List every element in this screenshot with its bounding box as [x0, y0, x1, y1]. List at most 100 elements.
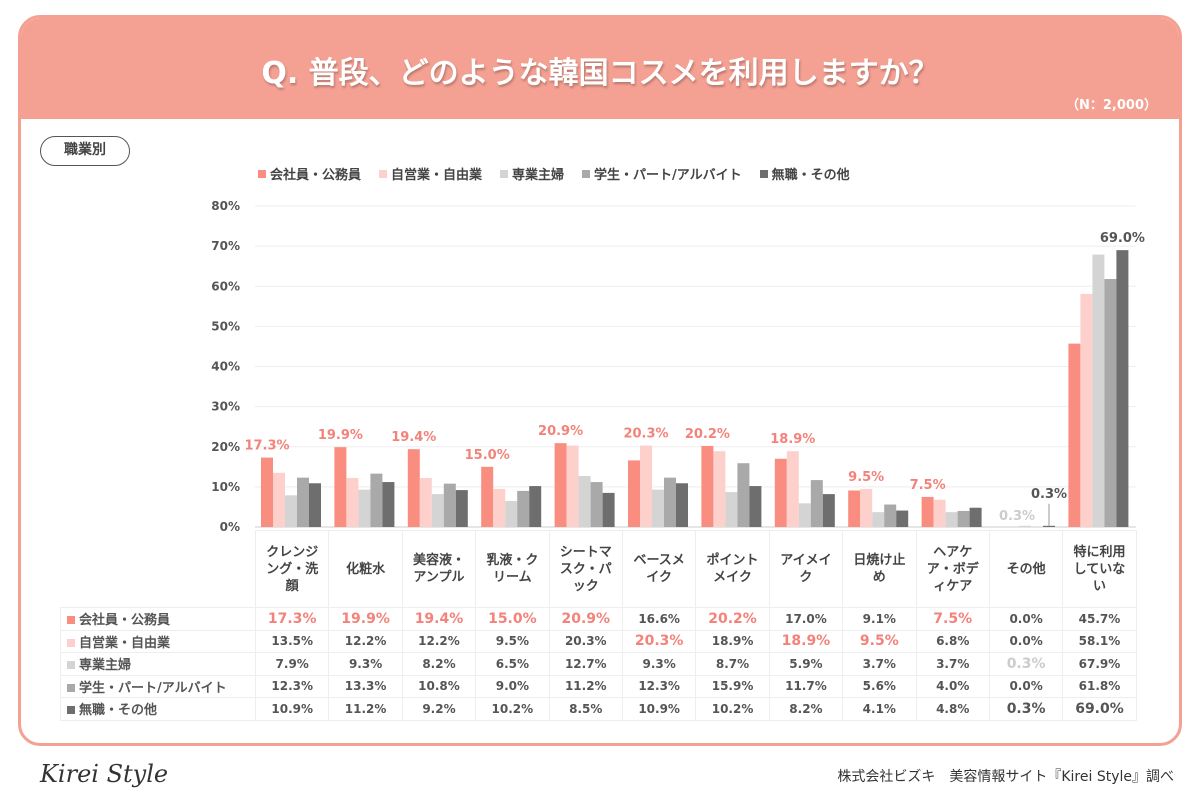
- table-cell: 0.0%: [988, 674, 1064, 698]
- y-tick-label: 30%: [211, 400, 240, 414]
- data-label: 20.2%: [685, 427, 730, 442]
- legend-swatch: [759, 170, 768, 178]
- table-row: 専業主婦 7.9% 9.3% 8.2% 6.5% 12.7% 9.3% 8.7% 5.9% 3.7…: [60, 652, 1137, 676]
- category-text: アイメイク: [780, 553, 832, 585]
- category-label: ベースメイク: [621, 530, 697, 608]
- bar: [370, 473, 383, 527]
- table-cell: 13.3%: [328, 674, 403, 698]
- table-cell: 6.5%: [475, 652, 550, 676]
- y-tick-label: 0%: [220, 520, 240, 534]
- table-cell: 8.5%: [548, 697, 623, 721]
- data-label: 0.3%: [999, 509, 1035, 524]
- table-cell: 20.2%: [695, 607, 770, 631]
- table-cell: 3.7%: [842, 652, 917, 676]
- table-cell: 9.1%: [842, 607, 917, 631]
- y-tick-label: 10%: [211, 480, 240, 494]
- table-cell: 20.3%: [548, 629, 623, 653]
- category-label: 乳液・クリーム: [475, 530, 550, 608]
- bar: [921, 496, 934, 527]
- legend-item: 会社員・公務員: [258, 164, 361, 183]
- legend-swatch: [67, 661, 75, 670]
- y-tick-label: 70%: [211, 239, 240, 253]
- legend-item: 専業主婦: [500, 164, 564, 183]
- table-cell: 17.0%: [768, 607, 844, 631]
- bar: [358, 489, 371, 527]
- bar: [273, 472, 285, 527]
- bar: [701, 445, 714, 527]
- series-label: 無職・その他: [60, 697, 256, 721]
- category-text: ポイントメイク: [706, 553, 759, 585]
- data-label: 17.3%: [244, 439, 289, 454]
- category-row: クレンジング・洗顔 化粧水 美容液・アンプル 乳液・クリーム シートマスク・パック ベース…: [61, 530, 1137, 608]
- bar: [774, 458, 787, 527]
- bar: [676, 483, 688, 527]
- table-cell: 13.5%: [254, 629, 330, 653]
- bar: [969, 507, 982, 527]
- legend-item: 無職・その他: [759, 164, 850, 183]
- category-label: その他: [988, 530, 1064, 608]
- bar: [737, 463, 750, 527]
- table-cell: 8.2%: [768, 697, 844, 721]
- bar: [896, 510, 909, 527]
- category-label: 日焼け止め: [842, 530, 917, 608]
- table-cell: 10.2%: [695, 697, 770, 721]
- bar: [640, 445, 652, 527]
- table-cell: 0.0%: [988, 629, 1064, 653]
- data-label: 0.3%: [1031, 487, 1067, 502]
- table-cell: 10.2%: [475, 697, 550, 721]
- table-cell: 9.2%: [401, 697, 477, 721]
- bar: [725, 492, 738, 527]
- series-label: 学生・パート/アルバイト: [60, 674, 256, 698]
- bar: [481, 466, 494, 527]
- category-text: 美容液・アンプル: [412, 553, 465, 585]
- category-label: 特に利用していない: [1062, 530, 1137, 608]
- bar: [407, 449, 420, 527]
- bar: [1043, 525, 1055, 527]
- y-tick-label: 60%: [211, 279, 240, 293]
- legend-swatch: [500, 170, 509, 178]
- table-cell: 58.1%: [1062, 629, 1137, 653]
- bar: [554, 443, 567, 527]
- table-cell: 12.3%: [621, 674, 697, 698]
- table-cell: 4.1%: [842, 697, 917, 721]
- bar: [431, 494, 444, 527]
- table-cell: 0.0%: [988, 607, 1064, 631]
- table-cell: 8.7%: [695, 652, 770, 676]
- category-label: 化粧水: [328, 530, 403, 608]
- series-label: 自営業・自由業: [60, 629, 256, 653]
- bar: [1092, 254, 1105, 527]
- table-cell: 10.8%: [401, 674, 477, 698]
- table-cell: 8.2%: [401, 652, 477, 676]
- legend: 会社員・公務員 自営業・自由業 専業主婦 学生・パート/アルバイト 無職・その他: [258, 164, 850, 183]
- bar: [652, 489, 664, 527]
- category-text: クレンジング・洗顔: [266, 544, 319, 594]
- bar: [529, 486, 542, 527]
- category-text: 特に利用していない: [1073, 544, 1126, 594]
- bar: [786, 451, 799, 527]
- table-cell: 61.8%: [1062, 674, 1137, 698]
- table-cell: 9.3%: [621, 652, 697, 676]
- category-text: 化粧水: [346, 561, 386, 577]
- legend-label: 会社員・公務員: [270, 168, 362, 183]
- category-label: ヘアケア・ボディケア: [915, 530, 990, 608]
- data-label: 19.9%: [318, 428, 363, 443]
- category-label: シートマスク・パック: [548, 530, 623, 608]
- table-cell: 16.6%: [621, 607, 697, 631]
- legend-swatch: [258, 170, 266, 178]
- bar: [590, 482, 603, 527]
- bar: [664, 477, 676, 527]
- table-cell: 9.5%: [475, 629, 550, 653]
- bar: [602, 492, 615, 527]
- data-label: 20.9%: [538, 424, 583, 439]
- legend-swatch: [582, 170, 591, 178]
- bar: [933, 499, 946, 527]
- filter-pill: 職業別: [40, 136, 130, 166]
- legend-swatch: [67, 616, 75, 625]
- table-cell: 69.0%: [1062, 697, 1137, 721]
- bar: [517, 490, 530, 527]
- bar: [297, 477, 309, 527]
- y-tick-label: 80%: [211, 199, 240, 213]
- bar: [505, 500, 518, 527]
- category-text: シートマスク・パック: [559, 544, 612, 594]
- bar: [285, 495, 297, 527]
